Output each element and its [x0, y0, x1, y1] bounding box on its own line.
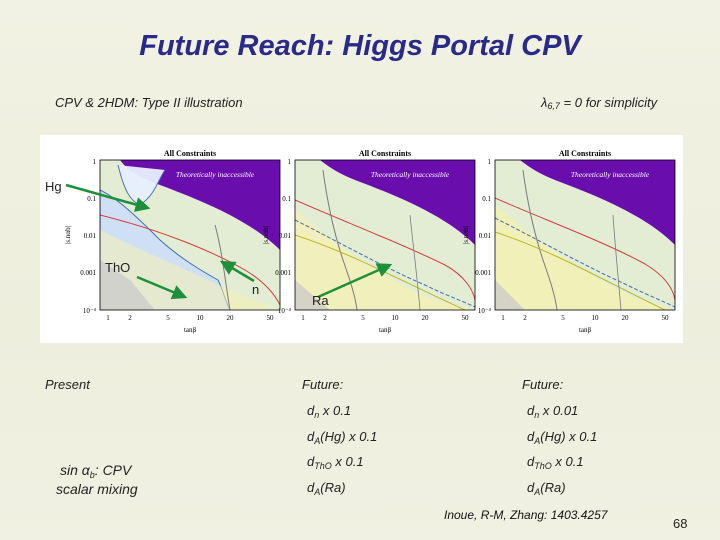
reference-citation: Inoue, R-M, Zhang: 1403.4257 — [444, 508, 608, 522]
panel-2-yticks: 1 0.1 0.01 0.001 10⁻⁴ — [275, 158, 291, 315]
panel-2-title: All Constraints — [359, 149, 411, 158]
panel-1-xtick: 20 — [227, 314, 235, 322]
hg-label: Hg — [45, 179, 62, 194]
panel-3-ytick: 0.1 — [482, 195, 491, 203]
panel-1-xlabel: tanβ — [184, 326, 197, 334]
panel-1-region-label: Theoretically inaccessible — [176, 170, 255, 179]
panel-3-xtick: 20 — [622, 314, 630, 322]
panel-2-xtick: 2 — [323, 314, 327, 322]
panel-3-xtick: 5 — [561, 314, 565, 322]
panel-1-yticks: 1 0.1 0.01 0.001 10⁻⁴ — [80, 158, 96, 315]
panel-3-xtick: 1 — [501, 314, 505, 322]
panel-2-ytick: 1 — [288, 158, 292, 166]
lambda-subscript: 6,7 — [547, 101, 560, 111]
panel-2-xtick: 10 — [392, 314, 400, 322]
future1-item: dA(Hg) x 0.1 — [307, 429, 378, 446]
n-label: n — [252, 282, 260, 297]
page-number: 68 — [673, 516, 688, 531]
panel-3-xlabel: tanβ — [579, 326, 592, 334]
panel-2-xlabel: tanβ — [379, 326, 392, 334]
future1-item: dThO x 0.1 — [307, 454, 364, 471]
panel-1-xtick: 50 — [267, 314, 275, 322]
panel-2-xtick: 50 — [462, 314, 470, 322]
future1-item: dn x 0.1 — [307, 403, 352, 420]
panel-1-xticks: 1 2 5 10 20 50 — [106, 314, 274, 322]
panel-1-ylabel: |s.nαb| — [64, 226, 72, 244]
figure-panels: All Constraints Theoretically inaccessib… — [40, 135, 683, 343]
panel-3-ylabel: |s.nαb| — [462, 226, 470, 244]
panel-2-xtick: 20 — [422, 314, 430, 322]
panel-3-ytick: 10⁻⁴ — [478, 307, 492, 315]
mixing-line-1: sin αb: CPV — [60, 462, 131, 480]
panel-2-ytick: 0.001 — [275, 269, 291, 277]
panel-1-ytick: 1 — [93, 158, 97, 166]
panel-2-region-label: Theoretically inaccessible — [371, 170, 450, 179]
subtitle-right: λ6,7 = 0 for simplicity — [541, 95, 657, 111]
panel-2-ytick: 0.01 — [279, 232, 292, 240]
panel-3: All Constraints Theoretically inaccessib… — [475, 149, 676, 334]
panel-3-xtick: 10 — [592, 314, 600, 322]
panel-2-xticks: 1 2 5 10 20 50 — [301, 314, 469, 322]
n-arrow — [219, 260, 255, 283]
panel-1-xtick: 10 — [197, 314, 205, 322]
panel-3-xtick: 50 — [662, 314, 670, 322]
subtitle-left: CPV & 2HDM: Type II illustration — [55, 95, 243, 110]
panel-3-ytick: 0.001 — [475, 269, 491, 277]
tho-label: ThO — [105, 260, 131, 275]
panel-2-xtick: 5 — [361, 314, 365, 322]
panel-3-region-label: Theoretically inaccessible — [571, 170, 650, 179]
future2-item: dThO x 0.1 — [527, 454, 584, 471]
mixing-line-2: scalar mixing — [56, 481, 138, 497]
hg-label-box — [41, 178, 66, 195]
panel-3-xticks: 1 2 5 10 20 50 — [501, 314, 669, 322]
mixing-pre: sin — [60, 462, 82, 478]
panel-1-xtick: 2 — [128, 314, 132, 322]
future1-heading: Future: — [302, 377, 344, 392]
lambda-symbol: λ — [541, 95, 548, 110]
panel-2-ylabel: |s.nαb| — [262, 226, 270, 244]
future2-item: dA(Ra) — [527, 480, 566, 497]
panel-1-ytick: 0.1 — [87, 195, 96, 203]
panel-2-xtick: 1 — [301, 314, 305, 322]
panel-1-title: All Constraints — [164, 149, 216, 158]
panel-3-title: All Constraints — [559, 149, 611, 158]
panel-3-xtick: 2 — [523, 314, 527, 322]
slide-title: Future Reach: Higgs Portal CPV — [139, 30, 581, 62]
panel-3-ytick: 1 — [488, 158, 492, 166]
panel-3-yticks: 1 0.1 0.01 0.001 10⁻⁴ — [475, 158, 491, 315]
panel-1-ytick: 10⁻⁴ — [83, 307, 97, 315]
tho-arrow — [136, 275, 188, 300]
panel-1-ytick: 0.001 — [80, 269, 96, 277]
future2-heading: Future: — [522, 377, 564, 392]
exclusion-plots: All Constraints Theoretically inaccessib… — [64, 149, 676, 334]
panel-2-ytick: 0.1 — [282, 195, 291, 203]
panel-2-ytick: 10⁻⁴ — [278, 307, 292, 315]
ra-label: Ra — [312, 293, 329, 308]
hg-arrow — [65, 183, 151, 212]
subtitle-right-text: = 0 for simplicity — [559, 95, 658, 110]
mixing-post: : CPV — [94, 462, 132, 478]
panel-1: All Constraints Theoretically inaccessib… — [80, 149, 281, 334]
panel-1-xtick: 5 — [166, 314, 170, 322]
panel-2: All Constraints Theoretically inaccessib… — [275, 149, 476, 334]
future2-item: dA(Hg) x 0.1 — [527, 429, 598, 446]
alpha-subscript: b — [89, 470, 95, 480]
alpha-symbol: α — [81, 462, 90, 478]
ra-arrow — [317, 263, 393, 299]
panel-3-ytick: 0.01 — [479, 232, 492, 240]
future1-item: dA(Ra) — [307, 480, 346, 497]
future2-item: dn x 0.01 — [527, 403, 579, 420]
panel-1-ytick: 0.01 — [84, 232, 97, 240]
present-heading: Present — [45, 377, 90, 392]
panel-1-xtick: 1 — [106, 314, 110, 322]
